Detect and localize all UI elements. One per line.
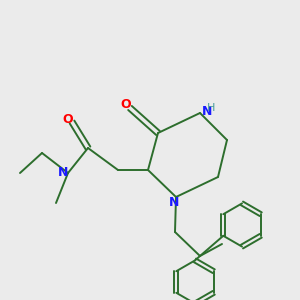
Text: N: N — [58, 166, 68, 179]
Text: H: H — [207, 103, 216, 112]
Text: O: O — [121, 98, 131, 111]
Text: N: N — [201, 105, 212, 118]
Text: O: O — [62, 112, 73, 125]
Text: N: N — [169, 196, 180, 209]
